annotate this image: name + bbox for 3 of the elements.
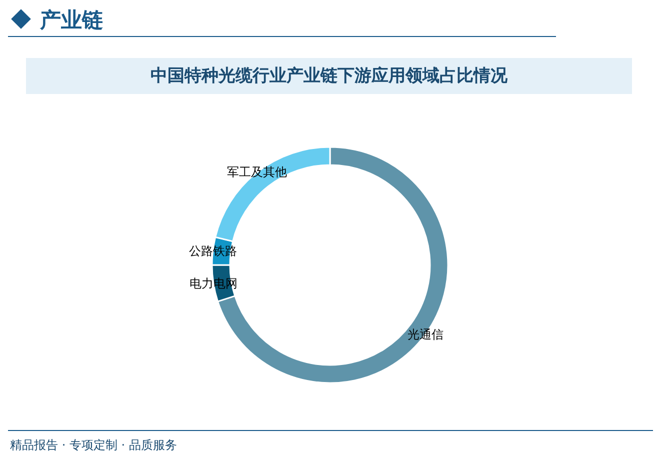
text: 精品报告 · 专项定制 · 品质服务 bbox=[10, 437, 177, 454]
text: 产业链 bbox=[40, 7, 103, 34]
chart-title: 中国特种光缆行业产业链下游应用领域占比情况 bbox=[26, 58, 632, 94]
